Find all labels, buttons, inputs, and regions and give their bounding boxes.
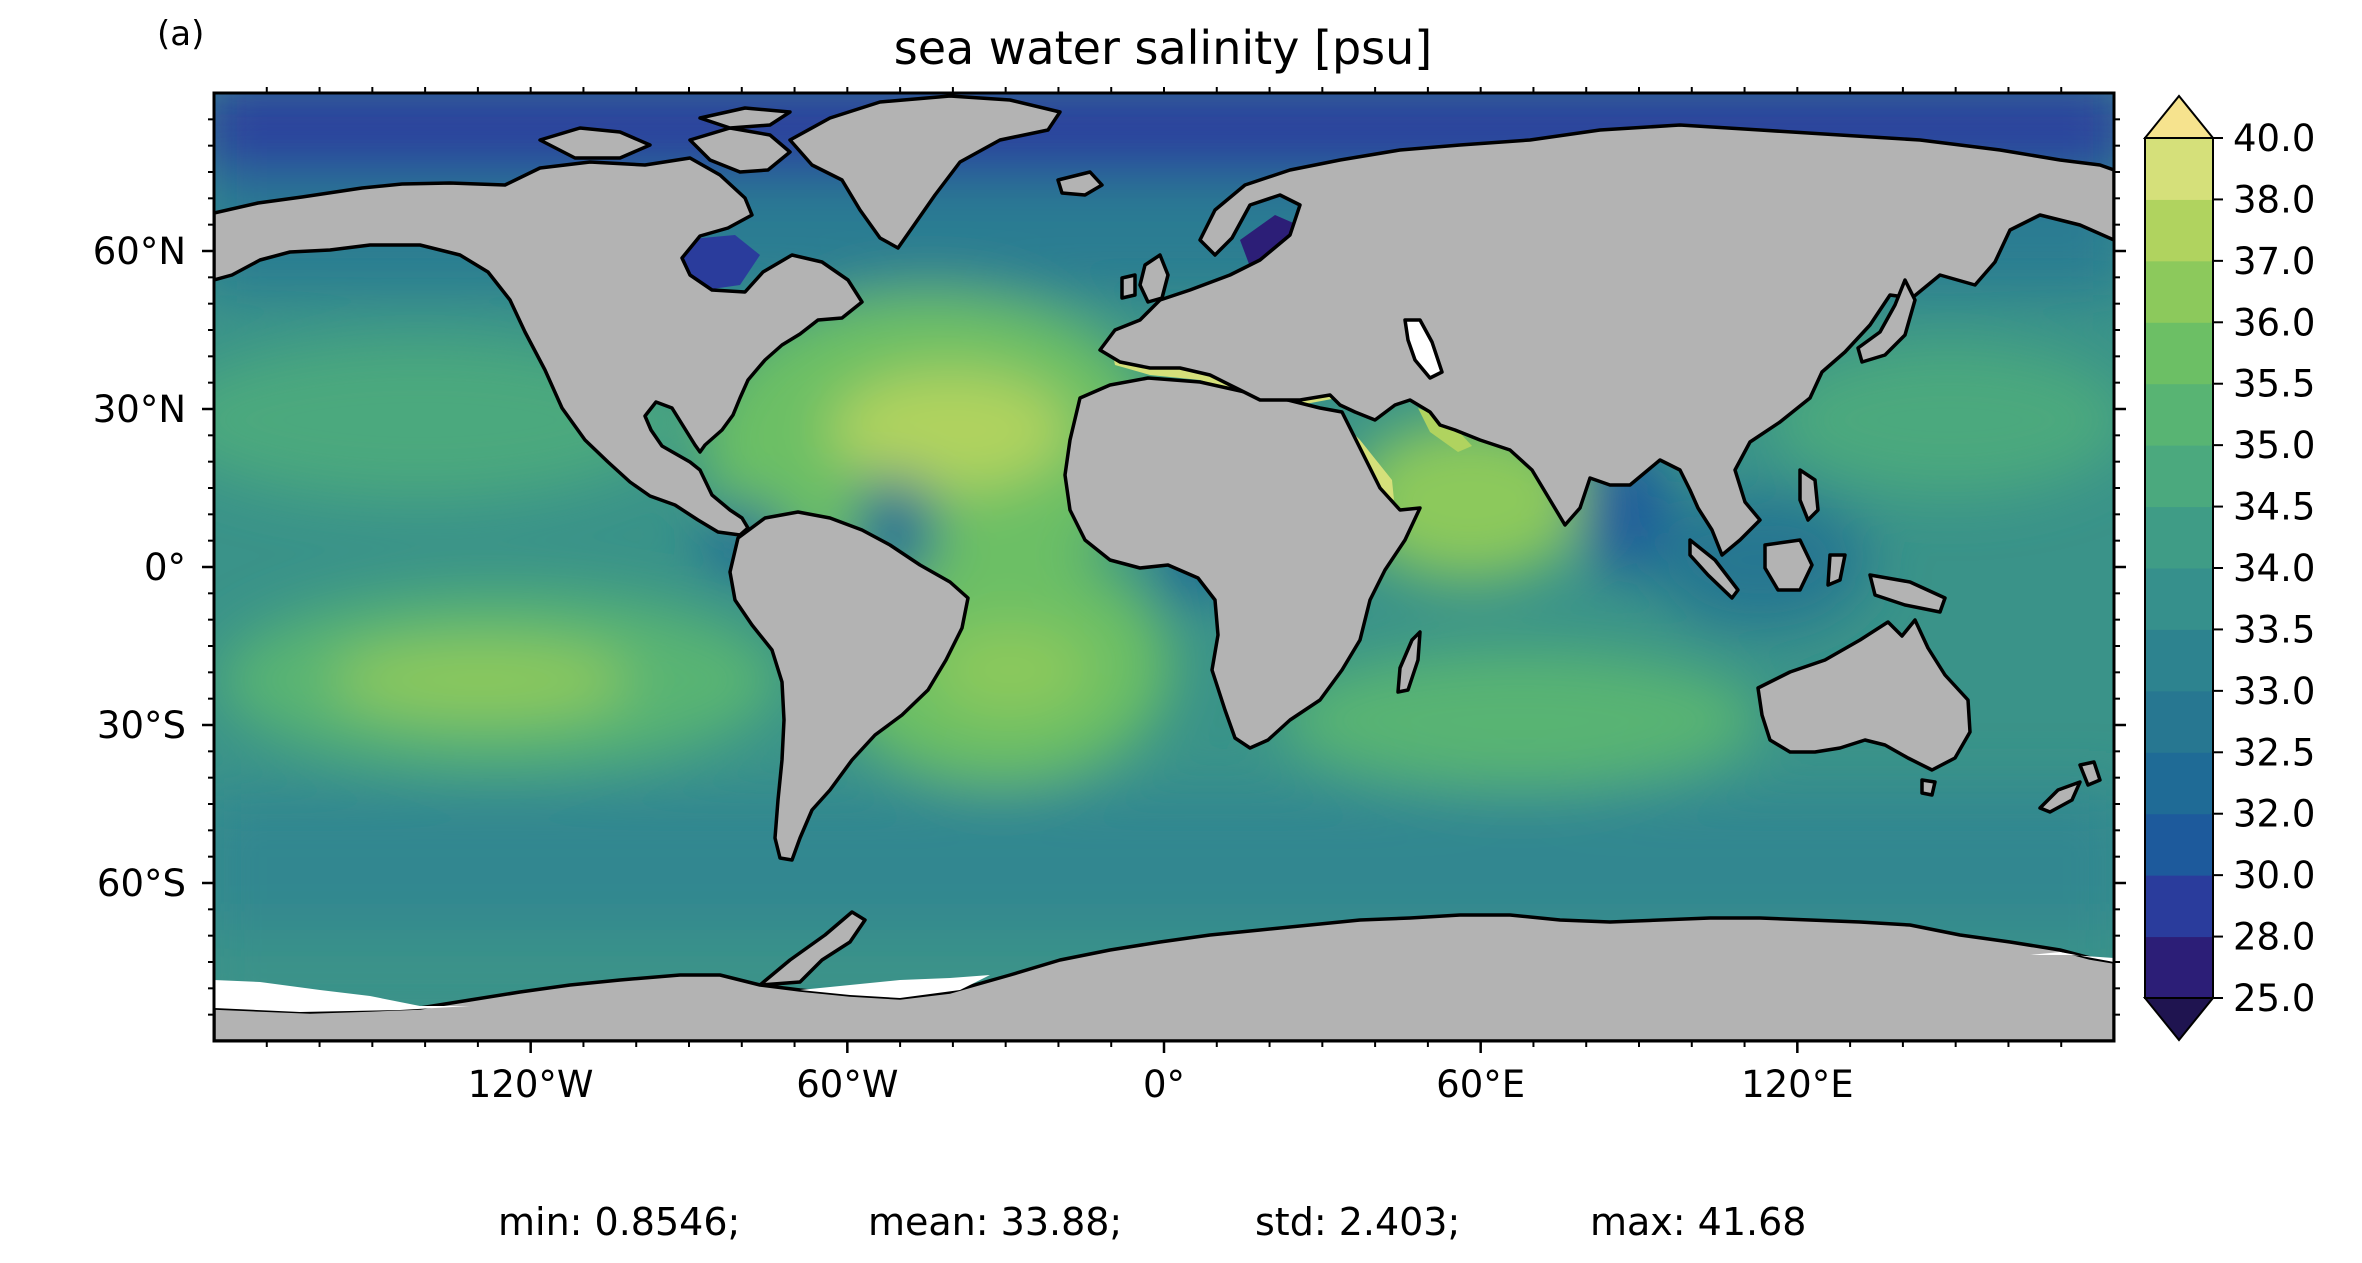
japan [1856,278,1917,364]
colorbar-tick-label: 35.0 [2233,424,2315,467]
colorbar-segment [2145,568,2213,630]
colorbar-segment [2145,690,2213,753]
new-zealand-north [2078,760,2102,787]
sumatra [1688,538,1740,600]
north-pacific-west-subtropics [1770,345,2114,495]
colorbar-segment [2145,138,2213,200]
colorbar-tick-label: 35.5 [2233,363,2315,406]
north-america [214,156,864,537]
greenland [788,94,1062,250]
stat-std: std: 2.403; [1255,1200,1460,1244]
philippines [1798,468,1820,522]
x-tick-label: 0° [1143,1063,1185,1106]
colorbar-segment [2145,322,2213,385]
great-britain [1138,253,1170,304]
colorbar-tick-label: 34.5 [2233,486,2315,529]
madagascar [1396,630,1422,694]
maritime-continent-fresh [1650,490,1870,630]
ireland [1120,273,1137,300]
weddell-ice-shelf [800,975,990,998]
colorbar-segment [2145,752,2213,815]
colorbar-tick-label: 33.5 [2233,608,2315,651]
hudson-bay [680,235,760,290]
y-axis: 60°N 30°N 0° 30°S 60°S [93,118,2126,1016]
borneo [1763,538,1814,592]
y-tick-label: 60°S [97,862,186,905]
colorbar: 25.0 28.0 30.0 32.0 32.5 33.0 33.5 34.0 34.5 35.0… [2142,94,2315,1042]
colorbar-tick-label: 32.0 [2233,793,2315,836]
colorbar-segment [2145,813,2213,876]
antarctic-peninsula [758,910,867,987]
colorbar-tick-label: 40.0 [2233,117,2315,160]
stat-min: min: 0.8546; [498,1200,740,1244]
new-zealand-south [2038,780,2082,814]
land [214,94,2114,1041]
map-title: sea water salinity [psu] [894,21,1433,75]
x-tick-label: 60°W [796,1063,898,1106]
colorbar-segment [2145,506,2213,569]
colorbar-tick-label: 36.0 [2233,301,2315,344]
colorbar-segment [2145,629,2213,692]
tasmania [1920,778,1937,797]
colorbar-segment [2145,199,2213,262]
colorbar-tick-label: 34.0 [2233,547,2315,590]
colorbar-segment [2145,260,2213,323]
stat-mean: mean: 33.88; [868,1200,1122,1244]
panel-label: (a) [157,14,204,54]
statistics-line: min: 0.8546; mean: 33.88; std: 2.403; max: … [498,1200,1806,1244]
north-atlantic-max [830,370,1070,490]
x-tick-label: 60°E [1436,1063,1525,1106]
africa [1063,376,1422,750]
colorbar-segment [2145,936,2213,999]
colorbar-tick-label: 37.0 [2233,240,2315,283]
colorbar-segment [2145,875,2213,938]
ross-ice-shelf [214,980,470,1012]
south-america [728,510,970,862]
colorbar-segment [2145,445,2213,508]
colorbar-tick-label: 28.0 [2233,916,2315,959]
colorbar-tick-label: 25.0 [2233,977,2315,1020]
eurasia [1098,123,2114,557]
y-tick-label: 60°N [93,230,186,273]
south-atlantic-max [930,625,1090,715]
ice-shelves [214,952,2114,1012]
colorbar-segment [2145,383,2213,446]
y-tick-label: 30°N [93,388,186,431]
y-tick-label: 30°S [97,704,186,747]
antarctica [214,913,2114,1041]
ellesmere-island [698,106,792,130]
stat-max: max: 41.68 [1590,1200,1806,1244]
iceland [1056,170,1104,197]
colorbar-tick-label: 32.5 [2233,731,2315,774]
sulawesi [1826,553,1847,587]
arctic-archipelago [538,126,652,160]
x-tick-label: 120°E [1741,1063,1854,1106]
colorbar-tick-label: 33.0 [2233,670,2315,713]
south-indian-salty-region [1280,650,1760,790]
colorbar-over-arrow [2142,94,2216,139]
colorbar-tick-label: 38.0 [2233,178,2315,221]
colorbar-under-arrow [2142,997,2216,1042]
australia [1756,618,1972,772]
y-tick-label: 0° [144,546,186,589]
new-guinea [1868,573,1947,614]
south-pacific-max [330,640,630,720]
colorbar-tick-label: 30.0 [2233,854,2315,897]
map-area [214,93,2114,1041]
caspian-sea-white [1403,318,1444,380]
east-ross-ice-shelf [2030,952,2114,962]
persian-gulf [1418,408,1472,452]
x-axis: 120°W 60°W 0° 60°E 120°E [265,87,2063,1106]
x-tick-label: 120°W [468,1063,594,1106]
